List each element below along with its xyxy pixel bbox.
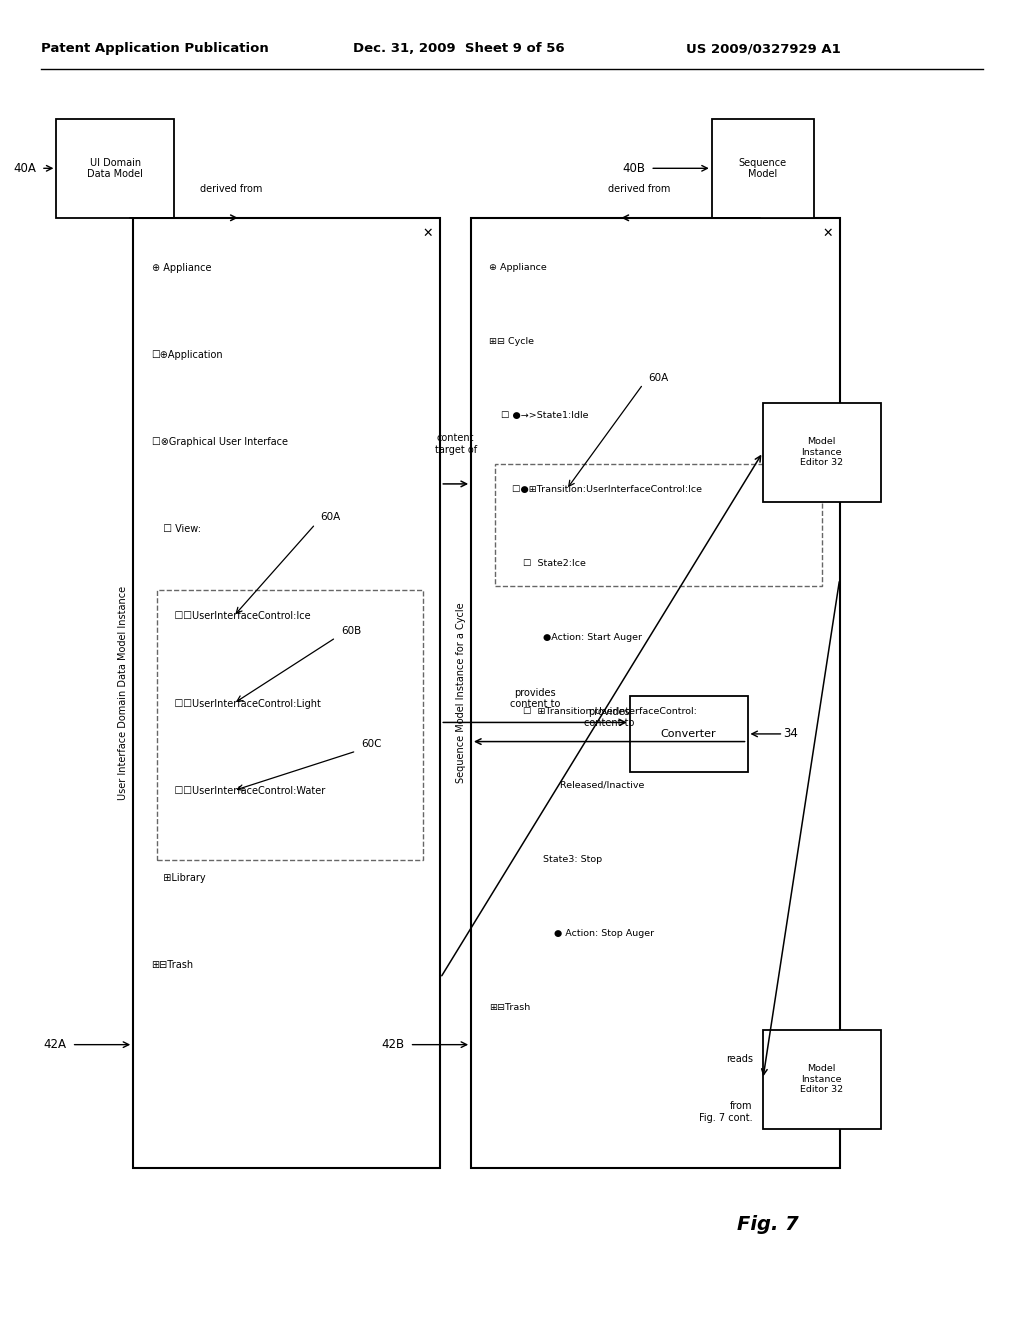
Bar <box>630 696 748 772</box>
Text: ☐⊗Graphical User Interface: ☐⊗Graphical User Interface <box>152 437 288 447</box>
Text: from
Fig. 7 cont.: from Fig. 7 cont. <box>699 1101 753 1123</box>
Text: ⊕ Appliance: ⊕ Appliance <box>489 264 547 272</box>
Text: 60C: 60C <box>361 739 382 750</box>
Text: US 2009/0327929 A1: US 2009/0327929 A1 <box>686 42 841 55</box>
Bar <box>157 590 423 861</box>
Text: 60A: 60A <box>321 512 341 523</box>
Text: content
target of: content target of <box>434 433 477 455</box>
Bar <box>471 218 840 1168</box>
Text: provides
content to: provides content to <box>584 706 635 729</box>
Bar <box>495 463 822 586</box>
Text: ✕: ✕ <box>423 227 433 240</box>
Text: ⊞⊟Trash: ⊞⊟Trash <box>152 960 194 970</box>
Text: 60A: 60A <box>648 372 669 383</box>
Text: ☐ View:: ☐ View: <box>157 524 201 535</box>
Text: ⊞⊟Trash: ⊞⊟Trash <box>489 1003 530 1011</box>
Text: ✕: ✕ <box>822 227 833 240</box>
Text: 40A: 40A <box>13 162 36 174</box>
Text: ☐ ●→>State1:Idle: ☐ ●→>State1:Idle <box>495 412 588 420</box>
Text: Model
Instance
Editor 32: Model Instance Editor 32 <box>800 437 844 467</box>
Text: UI Domain
Data Model: UI Domain Data Model <box>87 157 143 180</box>
Bar <box>763 403 881 502</box>
Text: 60B: 60B <box>341 626 361 636</box>
Text: ●Action: Start Auger: ●Action: Start Auger <box>510 634 642 642</box>
Text: State3: Stop: State3: Stop <box>510 855 602 863</box>
Text: ⊞Library: ⊞Library <box>157 873 205 883</box>
Text: ⊞⊟ Cycle: ⊞⊟ Cycle <box>489 338 535 346</box>
Text: derived from: derived from <box>200 183 262 194</box>
Bar <box>763 1030 881 1129</box>
Text: ⊕ Appliance: ⊕ Appliance <box>152 263 211 273</box>
Text: ☐  State2:Ice: ☐ State2:Ice <box>505 560 586 568</box>
Text: 42B: 42B <box>381 1038 404 1051</box>
Text: 42A: 42A <box>44 1038 67 1051</box>
Text: User Interface Domain Data Model Instance: User Interface Domain Data Model Instanc… <box>118 586 128 800</box>
Text: ☐●⊞Transition:UserInterfaceControl:Ice: ☐●⊞Transition:UserInterfaceControl:Ice <box>500 486 701 494</box>
Text: Sequence
Model: Sequence Model <box>739 157 786 180</box>
Bar <box>56 119 174 218</box>
Text: ☐☐UserInterfaceControl:Ice: ☐☐UserInterfaceControl:Ice <box>162 611 310 622</box>
Text: ● Action: Stop Auger: ● Action: Stop Auger <box>515 929 654 937</box>
Text: Patent Application Publication: Patent Application Publication <box>41 42 268 55</box>
Bar <box>712 119 814 218</box>
Text: derived from: derived from <box>608 183 671 194</box>
Text: Dec. 31, 2009  Sheet 9 of 56: Dec. 31, 2009 Sheet 9 of 56 <box>353 42 565 55</box>
Text: Fig. 7: Fig. 7 <box>737 1216 799 1234</box>
Bar <box>133 218 440 1168</box>
Text: reads: reads <box>726 1055 753 1064</box>
Text: Model
Instance
Editor 32: Model Instance Editor 32 <box>800 1064 844 1094</box>
Text: provides
content to: provides content to <box>510 688 560 709</box>
Text: 34: 34 <box>783 727 799 741</box>
Text: Converter: Converter <box>660 729 717 739</box>
Text: ☐⊕Application: ☐⊕Application <box>152 350 223 360</box>
Text: Released/Inactive: Released/Inactive <box>515 781 644 789</box>
Text: Sequence Model Instance for a Cycle: Sequence Model Instance for a Cycle <box>456 603 466 783</box>
Text: 40B: 40B <box>623 162 645 174</box>
Text: ☐☐UserInterfaceControl:Light: ☐☐UserInterfaceControl:Light <box>162 698 321 709</box>
Text: ☐  ⊞Transition:UserInterfaceControl:: ☐ ⊞Transition:UserInterfaceControl: <box>505 708 696 715</box>
Text: ☐☐UserInterfaceControl:Water: ☐☐UserInterfaceControl:Water <box>162 785 325 796</box>
